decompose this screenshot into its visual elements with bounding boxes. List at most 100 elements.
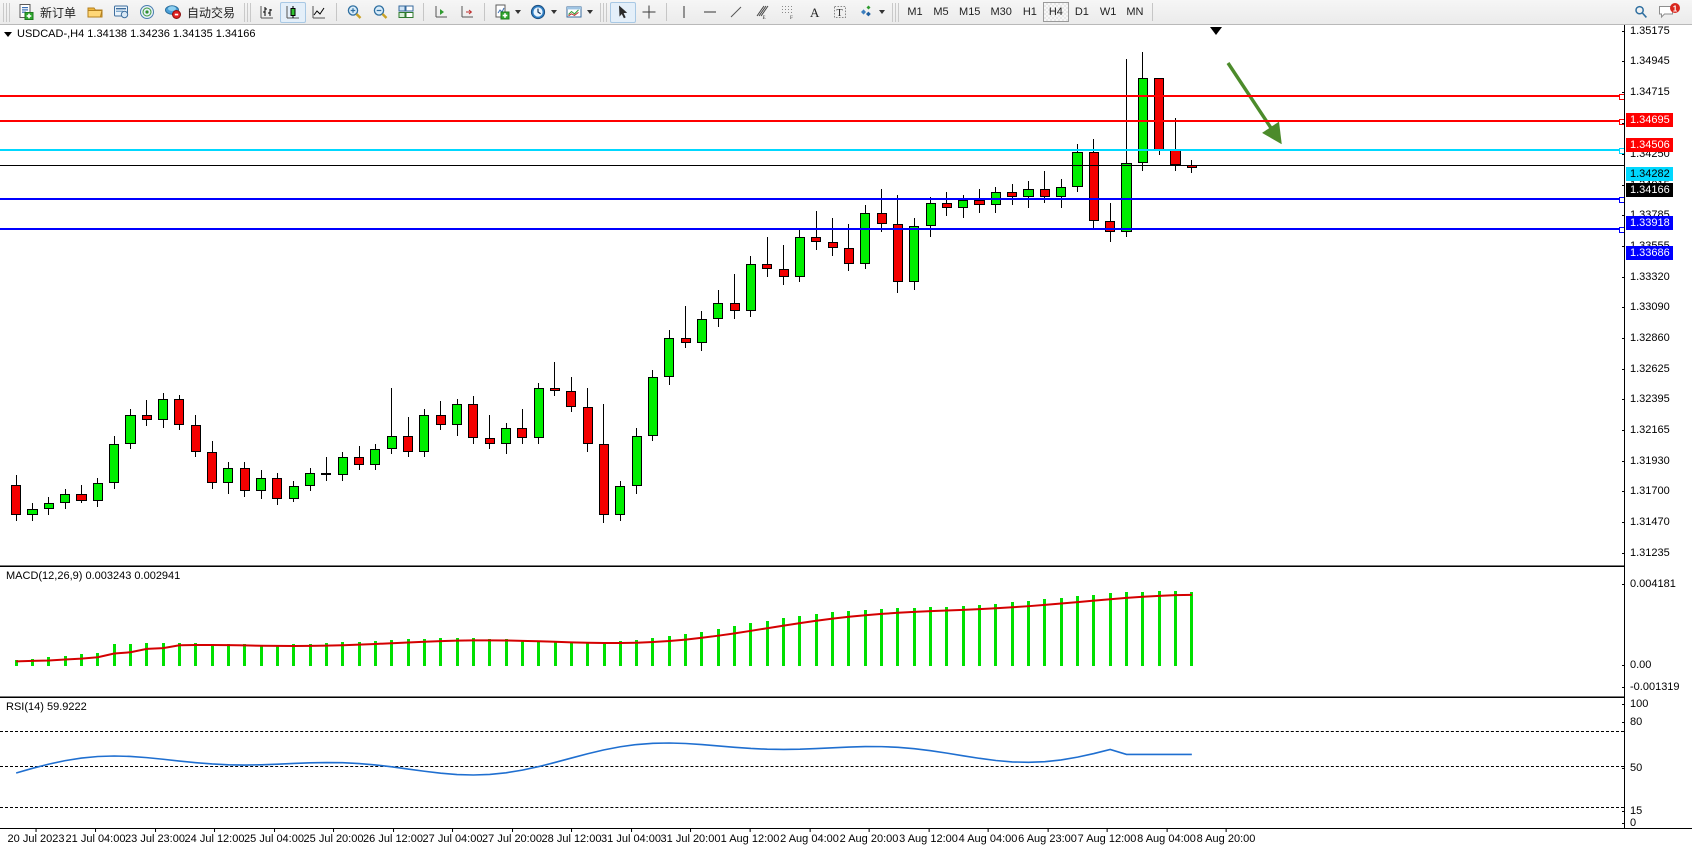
- timeframe-m30[interactable]: M30: [990, 6, 1012, 18]
- candlestick: [1088, 138, 1099, 230]
- chevron-down-icon-4[interactable]: [879, 10, 886, 14]
- text-icon: A: [805, 3, 823, 21]
- timeframe-mn[interactable]: MN: [1126, 6, 1144, 18]
- rsi-title: RSI(14) 59.9222: [4, 701, 89, 713]
- resistance-level-1-label[interactable]: 1.34695: [1626, 112, 1673, 127]
- text-label-tool-button[interactable]: T: [827, 2, 853, 23]
- timeframe-m1[interactable]: M1: [907, 6, 923, 18]
- candlestick: [1154, 78, 1165, 155]
- terminal-icon: [112, 3, 130, 21]
- fibonacci-tool-button[interactable]: E: [749, 2, 775, 23]
- candlestick: [876, 189, 887, 232]
- candlestick: [582, 388, 593, 452]
- period-button[interactable]: [525, 2, 561, 23]
- time-axis[interactable]: 20 Jul 2023 21 Jul 04:00 23 Jul 23:00 24 Ju…: [0, 828, 1692, 853]
- crosshair-tool-button[interactable]: [636, 2, 662, 23]
- data-window-button[interactable]: [393, 2, 419, 23]
- candlestick-chart-button[interactable]: [280, 1, 307, 23]
- timeframe-h1[interactable]: H1: [1022, 6, 1037, 18]
- macd-bar: [324, 643, 328, 666]
- candlestick: [386, 388, 397, 455]
- bar-chart-button[interactable]: [254, 2, 280, 23]
- new-order-button[interactable]: 新订单: [13, 2, 82, 23]
- cyan-level-line[interactable]: [0, 148, 1624, 155]
- notification-icon[interactable]: 1: [1658, 3, 1682, 21]
- candlestick: [647, 369, 659, 442]
- macd-bar: [863, 609, 867, 666]
- cyan-level-label[interactable]: 1.34282: [1626, 167, 1673, 182]
- chevron-down-icon[interactable]: [515, 10, 522, 14]
- chevron-down-icon-3[interactable]: [587, 10, 594, 14]
- chart-area[interactable]: USDCAD-,H4 1.34138 1.34236 1.34135 1.341…: [0, 25, 1692, 853]
- text-tool-button[interactable]: A: [801, 2, 827, 23]
- chart-shift-button[interactable]: [454, 2, 480, 23]
- resistance-level-2-label[interactable]: 1.34506: [1626, 137, 1673, 152]
- macd-signal-line: [16, 593, 1192, 663]
- support-level-1-line[interactable]: [0, 196, 1624, 203]
- macd-bar: [733, 626, 737, 666]
- templates-button[interactable]: [561, 2, 597, 23]
- price-scale[interactable]: 1.351751.349451.347151.344801.342501.340…: [1621, 25, 1692, 829]
- resistance-level-1-line[interactable]: [0, 93, 1624, 100]
- timeframe-w1[interactable]: W1: [1099, 6, 1117, 18]
- data-window-icon: [397, 3, 415, 21]
- macd-bar: [504, 639, 508, 666]
- support-level-2-line[interactable]: [0, 227, 1624, 234]
- auto-scroll-button[interactable]: [428, 2, 454, 23]
- symbol-info-bar[interactable]: USDCAD-,H4 1.34138 1.34236 1.34135 1.341…: [0, 28, 256, 40]
- chevron-down-icon-2[interactable]: [551, 10, 558, 14]
- macd-bar: [586, 641, 590, 666]
- price-tick: 1.31700: [1622, 485, 1670, 497]
- terminal-button[interactable]: [108, 2, 134, 23]
- macd-bar: [667, 636, 671, 666]
- current-bar-marker-icon: [1210, 27, 1222, 35]
- toolbar-grip[interactable]: [3, 2, 10, 22]
- timeframe-h4[interactable]: H4: [1042, 2, 1069, 22]
- metaquotes-language-button[interactable]: [134, 2, 160, 23]
- cursor-tool-button[interactable]: [610, 1, 637, 23]
- current-price-line: [0, 164, 1624, 166]
- candlestick: [484, 414, 495, 449]
- price-tick: 1.34945: [1622, 55, 1670, 67]
- toolbar-grip-4[interactable]: [892, 2, 900, 22]
- zoom-in-icon: [345, 3, 363, 21]
- rsi-tick: 15: [1621, 805, 1642, 817]
- channel-tool-button[interactable]: F: [775, 2, 801, 23]
- timeframe-m5[interactable]: M5: [933, 6, 949, 18]
- open-data-folder-button[interactable]: [82, 2, 108, 23]
- zoom-in-button[interactable]: [341, 2, 367, 23]
- current-price-label[interactable]: 1.34166: [1626, 182, 1673, 197]
- chart-menu-triangle-icon[interactable]: [4, 31, 12, 37]
- zoom-out-button[interactable]: [367, 2, 393, 23]
- candlestick: [631, 427, 642, 495]
- rsi-pane[interactable]: RSI(14) 59.9222: [0, 697, 1624, 828]
- search-icon[interactable]: [1632, 3, 1650, 21]
- new-chart-button[interactable]: [489, 2, 525, 23]
- toolbar-grip-2[interactable]: [244, 2, 252, 22]
- candlestick: [1186, 160, 1197, 174]
- resistance-level-2-line[interactable]: [0, 118, 1624, 125]
- toolbar-grip-3[interactable]: [600, 2, 608, 22]
- time-tick: 25 Jul 20:00: [303, 828, 364, 845]
- pane-divider-2[interactable]: [0, 696, 1624, 697]
- trendline-tool-button[interactable]: [723, 2, 749, 23]
- macd-bar: [896, 608, 900, 666]
- price-pane[interactable]: [0, 25, 1624, 565]
- timeframe-m15[interactable]: M15: [959, 6, 981, 18]
- shapes-tool-button[interactable]: [853, 2, 889, 23]
- vertical-line-tool-button[interactable]: [671, 2, 697, 23]
- support-level-1-label[interactable]: 1.33918: [1626, 215, 1673, 230]
- pane-divider-1[interactable]: [0, 565, 1624, 566]
- macd-pane[interactable]: MACD(12,26,9) 0.003243 0.002941: [0, 566, 1624, 696]
- macd-bar: [406, 639, 410, 666]
- macd-bar: [128, 643, 132, 666]
- timeframe-d1[interactable]: D1: [1074, 6, 1089, 18]
- macd-bar: [308, 643, 312, 666]
- macd-bar: [782, 618, 786, 666]
- auto-trading-button[interactable]: 自动交易: [160, 2, 241, 23]
- support-level-2-label[interactable]: 1.33686: [1626, 246, 1673, 261]
- horizontal-line-icon: [701, 3, 719, 21]
- horizontal-line-tool-button[interactable]: [697, 2, 723, 23]
- line-chart-button[interactable]: [306, 2, 332, 23]
- candlestick: [109, 435, 120, 489]
